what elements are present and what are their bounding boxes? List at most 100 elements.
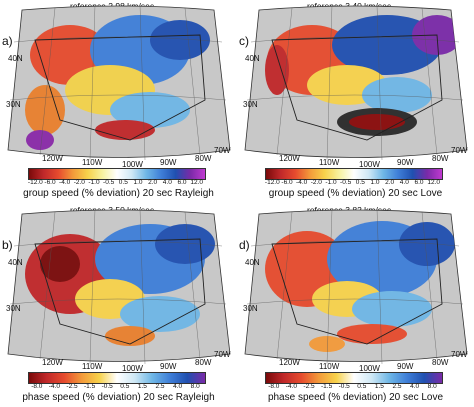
- color-bar-tick-label: -4.0: [48, 383, 60, 390]
- panel-b: reference 3.50 km/sec b) 40N 30N 120W 11…: [0, 204, 237, 407]
- lon-label: 80W: [195, 154, 212, 163]
- color-bar-tick-label: 0.5: [357, 383, 367, 390]
- color-bar: [265, 168, 443, 180]
- color-bar-tick-label: -8.0: [268, 383, 280, 390]
- lat-label: 30N: [6, 304, 21, 313]
- color-bar-tick-label: -6.0: [281, 179, 293, 186]
- color-bar: [28, 168, 206, 180]
- lon-label: 90W: [397, 362, 414, 371]
- lon-label: 90W: [160, 158, 177, 167]
- lat-label: 40N: [245, 258, 260, 267]
- velocity-map: [7, 4, 231, 161]
- lon-label: 80W: [195, 358, 212, 367]
- color-bar-tick-label: 12.0: [427, 179, 440, 186]
- panel-c: reference 3.40 km/sec c) 40N 30N 120W 11…: [237, 0, 474, 203]
- lon-label: 110W: [319, 158, 340, 167]
- lon-label: 110W: [319, 362, 340, 371]
- panel-caption: group speed (% deviation) 20 sec Love: [268, 188, 443, 199]
- color-bar-tick-label: -12.0: [264, 179, 280, 186]
- lon-label: 110W: [82, 362, 103, 371]
- lon-label: 100W: [359, 160, 380, 169]
- color-bar-tick-label: -0.5: [101, 383, 113, 390]
- velocity-map: [7, 208, 231, 365]
- color-bar-ticks: -12.0 -6.0 -4.0 -2.0 -1.0 -0.5 0.5 1.0 2.0 4.0 6.0…: [28, 179, 204, 188]
- lat-label: 40N: [245, 54, 260, 63]
- color-bar-tick-label: 2.5: [392, 383, 402, 390]
- color-bar-tick-label: -4.0: [285, 383, 297, 390]
- panel-d: reference 3.82 km/sec d) 40N 30N 120W 11…: [237, 204, 474, 407]
- panel-a: reference 2.98 km/sec a) 40N 30N 120W 11…: [0, 0, 237, 203]
- color-bar-tick-label: 1.0: [370, 179, 380, 186]
- color-bar-tick-label: -2.0: [310, 179, 322, 186]
- color-bar-tick-label: -0.5: [340, 179, 352, 186]
- lon-label: 110W: [82, 158, 103, 167]
- panel-letter: c): [239, 34, 249, 48]
- color-bar-tick-label: 0.5: [355, 179, 365, 186]
- color-bar-tick-label: 2.0: [148, 179, 158, 186]
- color-bar-tick-label: -4.0: [296, 179, 308, 186]
- lon-label: 100W: [122, 364, 143, 373]
- color-bar: [28, 372, 206, 384]
- color-bar-tick-label: 1.5: [137, 383, 147, 390]
- color-bar-tick-label: -0.5: [103, 179, 115, 186]
- lon-label: 70W: [214, 350, 231, 359]
- lon-label: 90W: [160, 362, 177, 371]
- color-bar-tick-label: -1.5: [83, 383, 96, 390]
- velocity-map: [244, 4, 468, 161]
- color-bar-tick-label: -12.0: [27, 179, 43, 186]
- panel-letter: b): [2, 238, 13, 252]
- panel-caption: phase speed (% deviation) 20 sec Love: [267, 392, 444, 403]
- color-bar-tick-label: 2.5: [155, 383, 165, 390]
- color-bar-tick-label: -2.5: [303, 383, 315, 390]
- color-bar-tick-label: 2.0: [385, 179, 395, 186]
- lat-label: 30N: [243, 100, 258, 109]
- color-bar-tick-label: 4.0: [410, 383, 420, 390]
- color-bar-tick-label: -8.0: [31, 383, 43, 390]
- color-bar-tick-label: 0.5: [118, 179, 128, 186]
- lon-label: 100W: [359, 364, 380, 373]
- color-bar-tick-label: -1.0: [325, 179, 337, 186]
- panel-caption: group speed (% deviation) 20 sec Rayleig…: [23, 188, 214, 199]
- lat-label: 30N: [243, 304, 258, 313]
- lon-label: 120W: [42, 358, 63, 367]
- color-bar-tick-label: -2.5: [66, 383, 78, 390]
- color-bar-tick-label: 4.0: [162, 179, 172, 186]
- lon-label: 90W: [397, 158, 414, 167]
- lon-label: 80W: [432, 358, 449, 367]
- color-bar-ticks: -12.0 -6.0 -4.0 -2.0 -1.0 -0.5 0.5 1.0 2.0 4.0 6.0…: [265, 179, 441, 188]
- color-bar-tick-label: -2.0: [73, 179, 85, 186]
- color-bar-tick-label: -4.0: [59, 179, 71, 186]
- color-bar-tick-label: 6.0: [414, 179, 424, 186]
- color-bar-tick-label: 8.0: [190, 383, 200, 390]
- color-bar-tick-label: 1.5: [374, 383, 384, 390]
- lon-label: 120W: [279, 154, 300, 163]
- lon-label: 70W: [451, 146, 468, 155]
- color-bar-tick-label: 12.0: [190, 179, 203, 186]
- lon-label: 100W: [122, 160, 143, 169]
- velocity-map: [244, 208, 468, 365]
- color-bar-tick-label: 4.0: [173, 383, 183, 390]
- color-bar-tick-label: -0.5: [338, 383, 350, 390]
- lon-label: 120W: [279, 358, 300, 367]
- color-bar-tick-label: 1.0: [133, 179, 143, 186]
- color-bar-ticks: -8.0 -4.0 -2.5 -1.5 -0.5 0.5 1.5 2.5 4.0 8.0: [28, 383, 204, 392]
- lat-label: 30N: [6, 100, 21, 109]
- lon-label: 70W: [214, 146, 231, 155]
- color-bar-tick-label: -1.0: [88, 179, 100, 186]
- lat-label: 40N: [8, 258, 23, 267]
- color-bar-tick-label: -1.5: [320, 383, 333, 390]
- panel-letter: a): [2, 34, 13, 48]
- color-bar-tick-label: 4.0: [399, 179, 409, 186]
- lon-label: 70W: [451, 350, 468, 359]
- color-bar: [265, 372, 443, 384]
- color-bar-tick-label: -6.0: [44, 179, 56, 186]
- lon-label: 120W: [42, 154, 63, 163]
- lon-label: 80W: [432, 154, 449, 163]
- panel-letter: d): [239, 238, 250, 252]
- color-bar-tick-label: 0.5: [120, 383, 130, 390]
- color-bar-tick-label: 6.0: [177, 179, 187, 186]
- color-bar-ticks: -8.0 -4.0 -2.5 -1.5 -0.5 0.5 1.5 2.5 4.0 8.0: [265, 383, 441, 392]
- lat-label: 40N: [8, 54, 23, 63]
- color-bar-tick-label: 8.0: [427, 383, 437, 390]
- panel-caption: phase speed (% deviation) 20 sec Rayleig…: [22, 392, 215, 403]
